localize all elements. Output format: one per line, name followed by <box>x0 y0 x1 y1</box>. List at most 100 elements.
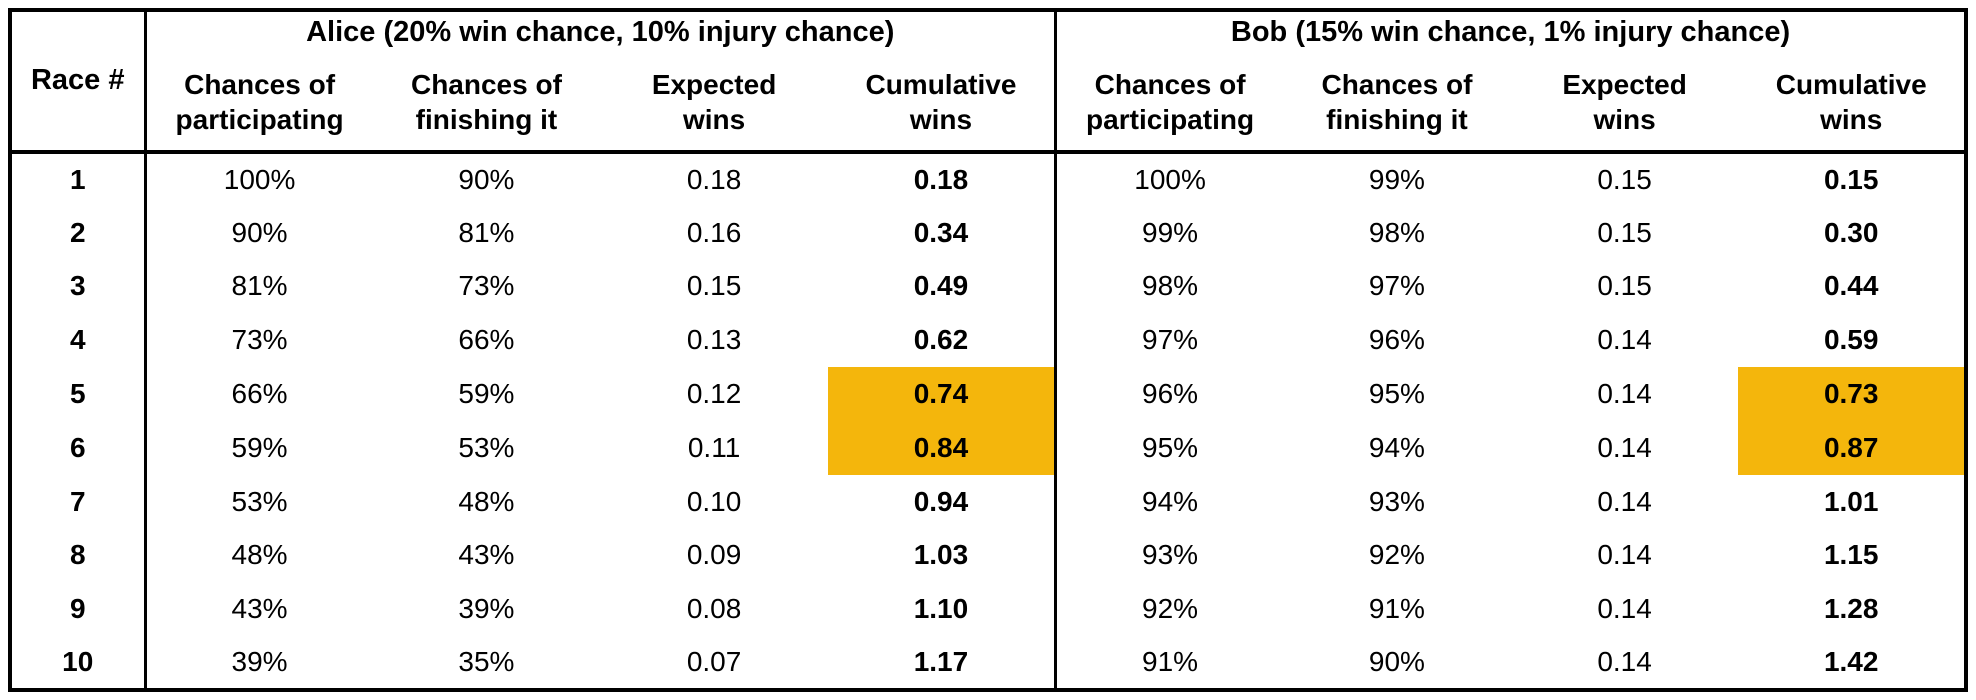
alice-chances-of-participating-cell: 48% <box>143 528 373 583</box>
bob-chances-of-finishing-cell: 93% <box>1368 485 1425 517</box>
bob-chances-of-participating-cell: 100% <box>1054 152 1284 206</box>
alice-cumulative-wins-cell: 0.34 <box>913 216 969 248</box>
bob-expected-wins-cell: 0.14 <box>1597 646 1652 678</box>
alice-expected-wins-cell: 0.11 <box>687 431 741 463</box>
bob-expected-wins-header: Expected wins <box>1510 54 1739 154</box>
alice-chances-of-participating-cell: 73% <box>143 313 373 368</box>
alice-chances-of-finishing-cell: 81% <box>458 216 515 248</box>
race-number-cell: 5 <box>69 378 86 410</box>
table-header: Race # Alice (20% win chance, 10% injury… <box>10 10 1966 154</box>
table-row: 4 73% 66% 0.13 0.62 97% 96% 0.14 0.59 <box>10 313 1966 368</box>
sub-header-row: Chances of participating Chances of fini… <box>10 54 1966 154</box>
bob-chances-of-participating-cell: 91% <box>1054 636 1284 690</box>
race-number-cell: 1 <box>69 163 86 195</box>
alice-chances-of-participating-cell: 90% <box>143 205 373 260</box>
race-number-cell: 10 <box>62 646 94 678</box>
table-row: 8 48% 43% 0.09 1.03 93% 92% 0.14 1.15 <box>10 528 1966 583</box>
alice-chances-of-participating-cell: 39% <box>143 636 373 690</box>
alice-chances-of-participating-cell: 66% <box>143 367 373 421</box>
alice-expected-wins-cell: 0.16 <box>686 216 742 248</box>
bob-chances-of-finishing-cell: 92% <box>1368 539 1425 571</box>
race-number-cell: 3 <box>69 270 86 302</box>
alice-expected-wins-cell: 0.12 <box>686 378 742 410</box>
bob-cumulative-wins-cell: 1.15 <box>1823 539 1879 571</box>
bob-cumulative-wins-cell: 0.30 <box>1823 216 1879 248</box>
race-comparison-table: Race # Alice (20% win chance, 10% injury… <box>8 8 1968 692</box>
bob-chances-of-participating-cell: 96% <box>1054 367 1284 421</box>
group-header-row: Race # Alice (20% win chance, 10% injury… <box>10 10 1966 154</box>
bob-chances-of-participating-cell: 92% <box>1054 582 1284 637</box>
bob-chances-of-finishing-cell: 97% <box>1368 270 1425 302</box>
alice-cumulative-wins-cell: 0.94 <box>913 485 969 517</box>
alice-expected-wins-cell: 0.07 <box>686 646 742 678</box>
bob-chances-of-finishing-cell: 90% <box>1368 646 1425 678</box>
alice-chances-of-finishing-cell: 43% <box>458 539 515 571</box>
table-row: 1 100% 90% 0.18 0.18 100% 99% 0.15 0.15 <box>10 152 1966 206</box>
race-number-cell: 2 <box>69 216 86 248</box>
bob-expected-wins-cell: 0.14 <box>1597 378 1652 410</box>
alice-expected-wins-header: Expected wins <box>600 54 828 154</box>
alice-finishing-header: Chances of finishing it <box>372 54 601 154</box>
alice-chances-of-finishing-cell: 39% <box>458 593 515 625</box>
alice-expected-wins-cell: 0.18 <box>686 163 742 195</box>
bob-chances-of-finishing-cell: 94% <box>1368 431 1425 463</box>
bob-chances-of-participating-cell: 98% <box>1054 259 1284 314</box>
alice-chances-of-finishing-cell: 59% <box>458 378 515 410</box>
bob-chances-of-participating-cell: 99% <box>1054 205 1284 260</box>
bob-chances-of-finishing-cell: 96% <box>1368 324 1425 356</box>
alice-cumulative-wins-cell: 1.17 <box>913 646 969 678</box>
bob-chances-of-finishing-cell: 91% <box>1368 593 1425 625</box>
bob-finishing-header: Chances of finishing it <box>1283 54 1511 154</box>
alice-cumulative-wins-cell: 1.10 <box>913 593 969 625</box>
bob-expected-wins-cell: 0.15 <box>1597 270 1652 302</box>
race-number-cell: 8 <box>69 539 86 571</box>
alice-chances-of-finishing-cell: 90% <box>458 163 515 195</box>
table-row: 7 53% 48% 0.10 0.94 94% 93% 0.14 1.01 <box>10 474 1966 529</box>
table-row: 2 90% 81% 0.16 0.34 99% 98% 0.15 0.30 <box>10 205 1966 260</box>
alice-expected-wins-cell: 0.13 <box>686 324 742 356</box>
bob-chances-of-participating-cell: 95% <box>1054 420 1284 475</box>
alice-participating-header: Chances of participating <box>143 54 373 154</box>
bob-cumulative-wins-cell: 0.73 <box>1738 367 1966 421</box>
bob-expected-wins-cell: 0.14 <box>1597 593 1652 625</box>
bob-expected-wins-cell: 0.14 <box>1597 539 1652 571</box>
alice-chances-of-participating-cell: 81% <box>143 259 373 314</box>
alice-expected-wins-cell: 0.08 <box>686 593 742 625</box>
bob-chances-of-participating-cell: 97% <box>1054 313 1284 368</box>
alice-chances-of-finishing-cell: 35% <box>458 646 515 678</box>
alice-chances-of-participating-cell: 59% <box>143 420 373 475</box>
alice-expected-wins-cell: 0.09 <box>686 539 742 571</box>
bob-participating-header: Chances of participating <box>1054 54 1284 154</box>
alice-chances-of-participating-cell: 43% <box>143 582 373 637</box>
race-number-cell: 4 <box>69 324 86 356</box>
alice-expected-wins-cell: 0.10 <box>686 485 742 517</box>
alice-expected-wins-cell: 0.15 <box>686 270 742 302</box>
bob-cumulative-wins-cell: 0.59 <box>1823 324 1879 356</box>
bob-chances-of-finishing-cell: 98% <box>1368 216 1425 248</box>
alice-cumulative-wins-cell: 0.62 <box>913 324 969 356</box>
alice-chances-of-finishing-cell: 53% <box>458 431 515 463</box>
bob-expected-wins-cell: 0.15 <box>1597 216 1652 248</box>
alice-chances-of-finishing-cell: 73% <box>458 270 515 302</box>
bob-expected-wins-cell: 0.14 <box>1597 324 1652 356</box>
table-row: 10 39% 35% 0.07 1.17 91% 90% 0.14 1.42 <box>10 636 1966 690</box>
table-row: 5 66% 59% 0.12 0.74 96% 95% 0.14 0.73 <box>10 367 1966 421</box>
bob-cumulative-wins-cell: 1.42 <box>1823 646 1879 678</box>
alice-cumulative-wins-cell: 1.03 <box>913 539 969 571</box>
alice-cumulative-wins-cell: 0.49 <box>913 270 969 302</box>
alice-cumulative-wins-header: Cumulative wins <box>827 54 1056 154</box>
alice-cumulative-wins-cell: 0.74 <box>827 367 1056 421</box>
race-number-cell: 9 <box>69 593 86 625</box>
race-col-header: Race # <box>10 10 145 154</box>
bob-expected-wins-cell: 0.15 <box>1597 163 1652 195</box>
bob-chances-of-finishing-cell: 99% <box>1368 163 1425 195</box>
table-row: 9 43% 39% 0.08 1.10 92% 91% 0.14 1.28 <box>10 582 1966 637</box>
race-number-cell: 7 <box>69 485 86 517</box>
alice-group-header: Alice (20% win chance, 10% injury chance… <box>143 10 1056 54</box>
bob-expected-wins-cell: 0.14 <box>1597 485 1652 517</box>
table-body: 1 100% 90% 0.18 0.18 100% 99% 0.15 0.15 2 90% 81% 0.… <box>10 152 1966 690</box>
alice-cumulative-wins-cell: 0.84 <box>827 420 1056 475</box>
bob-chances-of-participating-cell: 94% <box>1054 474 1284 529</box>
bob-cumulative-wins-cell: 1.28 <box>1823 593 1879 625</box>
alice-cumulative-wins-cell: 0.18 <box>913 163 969 195</box>
